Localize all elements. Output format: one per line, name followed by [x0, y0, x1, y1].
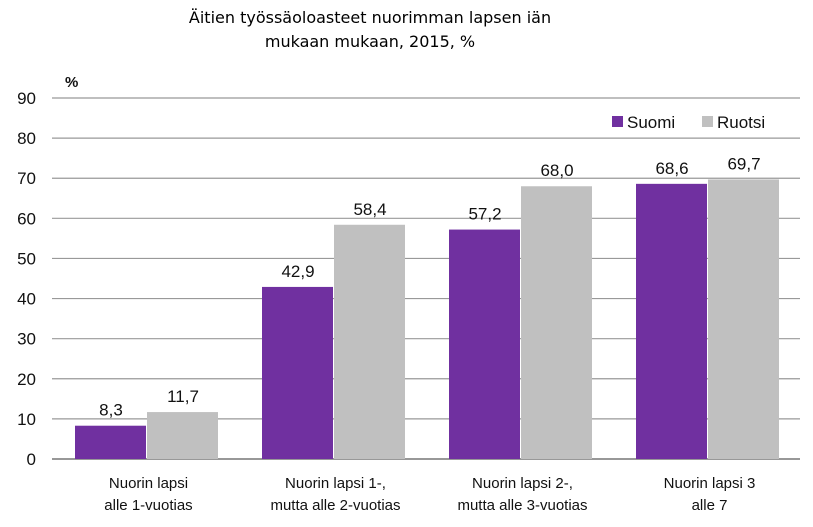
bar-ruotsi — [708, 179, 779, 460]
x-tick-label: Nuorin lapsi — [109, 475, 188, 492]
x-tick-label: mutta alle 2-vuotias — [270, 497, 400, 514]
chart-title-line-2: mukaan mukaan, 2015, % — [264, 32, 476, 51]
y-tick-label: 90 — [17, 89, 36, 108]
bar-suomi — [262, 286, 333, 459]
bar-ruotsi — [147, 412, 218, 459]
data-label: 68,0 — [540, 161, 573, 180]
bar-ruotsi — [334, 224, 405, 459]
x-tick-label: Nuorin lapsi 2-, — [472, 475, 573, 492]
data-label: 42,9 — [281, 262, 314, 281]
x-tick-label: Nuorin lapsi 1-, — [285, 475, 386, 492]
legend-label-suomi: Suomi — [627, 113, 675, 132]
x-tick-label: mutta alle 3-vuotias — [457, 497, 587, 514]
y-tick-label: 70 — [17, 169, 36, 188]
data-label: 11,7 — [167, 387, 199, 406]
y-tick-label: 60 — [17, 209, 36, 228]
data-label: 58,4 — [353, 200, 386, 219]
y-tick-label: 20 — [17, 370, 36, 389]
y-tick-label: 80 — [17, 129, 36, 148]
bar-suomi — [636, 183, 707, 460]
bar-suomi — [75, 425, 146, 459]
x-tick-label: Nuorin lapsi 3 — [664, 475, 756, 492]
data-label: 8,3 — [99, 401, 123, 420]
y-tick-label: 40 — [17, 290, 36, 309]
legend-swatch-suomi — [612, 116, 623, 127]
legend-swatch-ruotsi — [702, 116, 713, 127]
y-tick-label: 10 — [17, 410, 36, 429]
y-tick-label: 0 — [27, 450, 36, 469]
y-tick-label: 30 — [17, 330, 36, 349]
data-label: 68,6 — [655, 159, 688, 178]
data-label: 69,7 — [727, 154, 760, 173]
chart-title: Äitien työssäoloasteet nuorimman lapsen … — [0, 6, 740, 54]
x-tick-label: alle 7 — [692, 497, 728, 514]
chart-title-line-1: Äitien työssäoloasteet nuorimman lapsen … — [188, 8, 552, 27]
bar-ruotsi — [521, 186, 592, 459]
x-tick-label: alle 1-vuotias — [104, 497, 192, 514]
bar-suomi — [449, 229, 520, 459]
data-label: 57,2 — [468, 205, 501, 224]
y-tick-label: 50 — [17, 249, 36, 268]
y-axis-label: % — [65, 74, 78, 91]
legend-label-ruotsi: Ruotsi — [717, 113, 765, 132]
